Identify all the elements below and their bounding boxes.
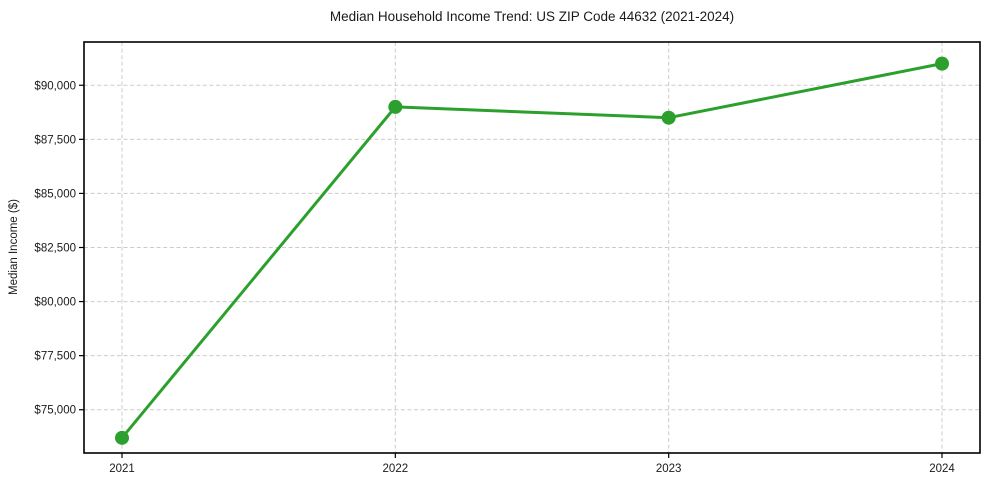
- y-tick-label: $80,000: [34, 297, 76, 309]
- x-tick-label: 2024: [929, 463, 955, 475]
- x-tick-label: 2023: [656, 463, 682, 475]
- y-tick-label: $90,000: [34, 80, 76, 92]
- y-tick-label: $87,500: [34, 134, 76, 146]
- data-point-2021: [115, 430, 129, 445]
- data-point-2023: [661, 110, 676, 125]
- y-tick-label: $75,000: [34, 405, 76, 417]
- chart-title: Median Household Income Trend: US ZIP Co…: [329, 9, 735, 24]
- data-point-2022: [388, 99, 403, 114]
- y-tick-label: $85,000: [34, 188, 76, 200]
- x-tick-label: 2022: [383, 463, 409, 475]
- trend-line: [120, 62, 943, 439]
- y-tick-label: $77,500: [34, 351, 76, 363]
- y-tick-label: $82,500: [34, 243, 76, 255]
- x-tick-label: 2021: [109, 463, 135, 475]
- data-point-2024: [935, 56, 949, 71]
